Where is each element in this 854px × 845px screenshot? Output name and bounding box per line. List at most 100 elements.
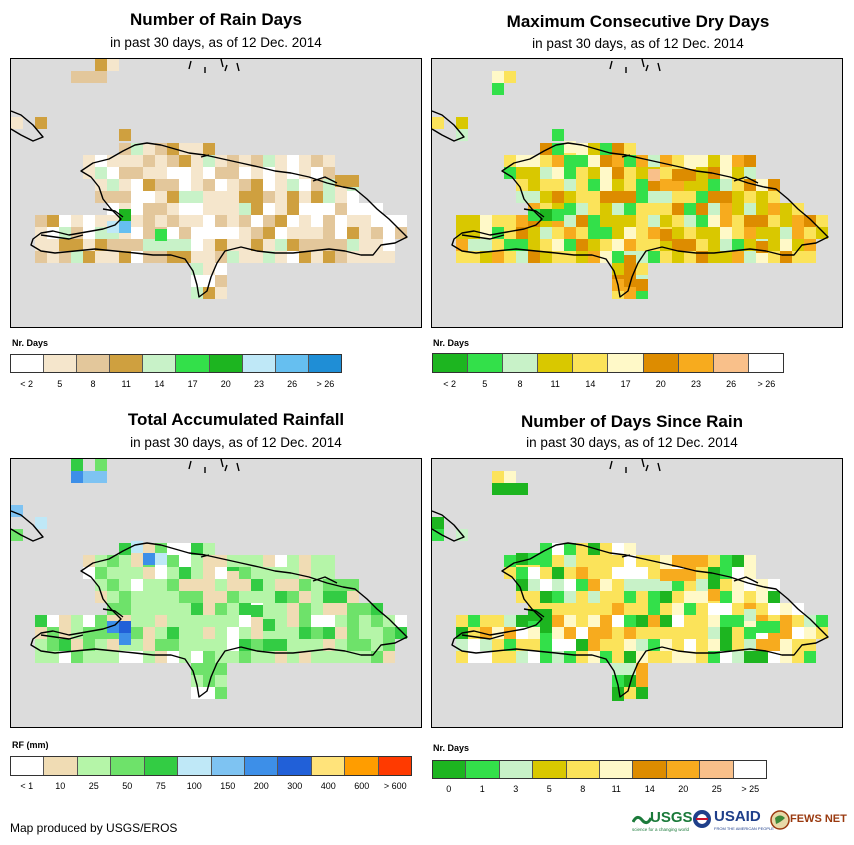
grid-cell [215, 203, 227, 215]
grid-cell [720, 555, 732, 567]
grid-cell [287, 215, 299, 227]
grid-cell [504, 627, 516, 639]
legend-label: 10 [55, 781, 66, 791]
grid-cell [203, 227, 215, 239]
grid-cell [215, 591, 227, 603]
grid-cell [215, 263, 227, 275]
grid-cell [600, 179, 612, 191]
grid-cell [155, 203, 167, 215]
grid-cell [131, 627, 143, 639]
grid-cell [251, 191, 263, 203]
grid-cell [299, 555, 311, 567]
grid-cell [263, 591, 275, 603]
grid-cell [311, 203, 323, 215]
grid-cell [47, 215, 59, 227]
grid-cell [119, 221, 131, 233]
grid-cell [456, 251, 468, 263]
grid-cell [95, 179, 107, 191]
grid-cell [35, 215, 47, 227]
grid-cell [287, 615, 299, 627]
grid-cell [287, 251, 299, 263]
grid-cell [71, 471, 83, 483]
grid-cell [143, 155, 155, 167]
grid-cell [612, 191, 624, 203]
grid-cell [251, 251, 263, 263]
legend-label: > 25 [741, 784, 760, 794]
legend-label: 17 [620, 379, 631, 389]
grid-cell [179, 155, 191, 167]
grid-cell [11, 117, 23, 129]
grid-cell [648, 251, 660, 263]
grid-cell [275, 251, 287, 263]
grid-cell [347, 175, 359, 187]
grid-cell [720, 627, 732, 639]
grid-cell [708, 251, 720, 263]
grid-cell [720, 155, 732, 167]
grid-cell [395, 215, 407, 227]
grid-cell [696, 167, 708, 179]
grid-cell [696, 191, 708, 203]
coastline-detail [523, 208, 545, 218]
grid-cell [636, 627, 648, 639]
grid-cell [696, 567, 708, 579]
panel-subtitle-rain-days: in past 30 days, as of 12 Dec. 2014 [110, 35, 322, 50]
grid-cell [167, 627, 179, 639]
grid-cell [167, 603, 179, 615]
legend-labels-days-since-rain: 0 1 3 5 8 11 14 20 25 > 25 [432, 784, 767, 796]
grid-cell [672, 627, 684, 639]
grid-cell [600, 627, 612, 639]
coastline-detail [609, 59, 661, 72]
grid-cell [179, 227, 191, 239]
grid-cell [131, 639, 143, 651]
grid-cell [239, 615, 251, 627]
grid-cell [612, 239, 624, 251]
grid-cell [167, 203, 179, 215]
grid-cell [528, 251, 540, 263]
grid-cell [107, 651, 119, 663]
grid-cell [780, 627, 792, 639]
grid-cell [215, 687, 227, 699]
grid-cell [383, 639, 395, 651]
usaid-logo-tagline: FROM THE AMERICAN PEOPLE [714, 826, 774, 831]
grid-cell [107, 167, 119, 179]
grid-cell [744, 567, 756, 579]
map-credit: Map produced by USGS/EROS [10, 821, 178, 835]
grid-cell [143, 567, 155, 579]
grid-cell [311, 639, 323, 651]
grid-cell [167, 591, 179, 603]
legend-label: 23 [690, 379, 702, 389]
grid-cell [468, 215, 480, 227]
grid-cell [612, 179, 624, 191]
grid-cell [624, 639, 636, 651]
grid-cell [143, 167, 155, 179]
grid-cell [684, 579, 696, 591]
grid-cell [492, 483, 504, 495]
legend-label: < 2 [443, 379, 456, 389]
usaid-logo-text: USAID [714, 808, 761, 825]
legend-swatch [278, 757, 312, 775]
grid-cell [780, 251, 792, 263]
grid-cell [504, 567, 516, 579]
hispaniola-coastline [30, 142, 408, 298]
grid-cell [83, 71, 95, 83]
grid-cell [167, 227, 179, 239]
grid-cell [612, 203, 624, 215]
grid-cell [143, 227, 155, 239]
grid-cell [576, 239, 588, 251]
grid-cell [744, 591, 756, 603]
grid-cell [371, 651, 383, 663]
grid-cell [251, 605, 263, 617]
grid-cell [119, 251, 131, 263]
grid-cell [263, 191, 275, 203]
legend-label: 17 [187, 379, 198, 389]
grid-cell [95, 251, 107, 263]
legend-label: 20 [655, 379, 666, 389]
grid-cell [768, 239, 780, 251]
grid-cell [648, 579, 660, 591]
grid-cell [299, 615, 311, 627]
legend-swatch [378, 757, 412, 775]
grid-cell [744, 555, 756, 567]
grid-cell [516, 167, 528, 179]
grid-cell [588, 227, 600, 239]
grid-cell [203, 627, 215, 639]
